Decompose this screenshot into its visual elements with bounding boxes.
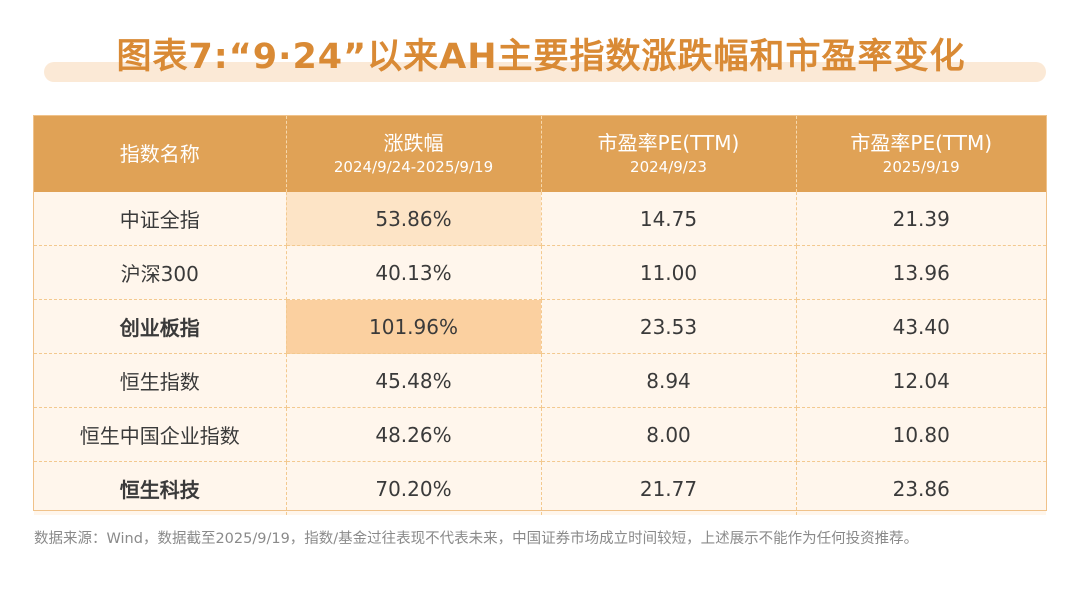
change-cell: 70.20% (286, 461, 542, 515)
change-cell: 48.26% (286, 407, 542, 462)
index-name-cell: 创业板指 (34, 299, 287, 354)
pe-start-cell: 21.77 (541, 461, 797, 515)
change-cell: 40.13% (286, 245, 542, 300)
pe-end-cell: 23.86 (796, 461, 1046, 515)
footnote-disclaimer: 数据来源：Wind，数据截至2025/9/19，指数/基金过往表现不代表未来，中… (34, 531, 919, 547)
index-name-cell: 沪深300 (34, 245, 287, 300)
pe-start-cell: 11.00 (541, 245, 797, 300)
page-title: 图表7:“9·24”以来AH主要指数涨跌幅和市盈率变化 (116, 37, 966, 77)
header-change: 涨跌幅 2024/9/24-2025/9/19 (286, 116, 542, 192)
index-name-cell: 中证全指 (34, 192, 287, 246)
title-banner: 图表7:“9·24”以来AH主要指数涨跌幅和市盈率变化 (36, 28, 1046, 86)
header-index-name: 指数名称 (34, 116, 287, 192)
pe-end-cell: 43.40 (796, 299, 1046, 354)
pe-start-cell: 23.53 (541, 299, 797, 354)
pe-end-cell: 10.80 (796, 407, 1046, 462)
table-row: 恒生中国企业指数 48.26% 8.00 10.80 (34, 407, 1046, 462)
pe-start-cell: 8.00 (541, 407, 797, 462)
table-row: 创业板指 101.96% 23.53 43.40 (34, 299, 1046, 354)
table-row: 恒生指数 45.48% 8.94 12.04 (34, 353, 1046, 408)
table-row: 恒生科技 70.20% 21.77 23.86 (34, 461, 1046, 515)
table-header-row: 指数名称 涨跌幅 2024/9/24-2025/9/19 市盈率PE(TTM) … (34, 116, 1046, 192)
change-cell: 53.86% (286, 192, 542, 246)
pe-end-cell: 13.96 (796, 245, 1046, 300)
change-cell: 45.48% (286, 353, 542, 408)
index-name-cell: 恒生中国企业指数 (34, 407, 287, 462)
change-cell: 101.96% (286, 299, 542, 354)
index-name-cell: 恒生科技 (34, 461, 287, 515)
title-underline-bar (44, 62, 1046, 82)
header-pe-start: 市盈率PE(TTM) 2024/9/23 (541, 116, 797, 192)
table-row: 沪深300 40.13% 11.00 13.96 (34, 245, 1046, 300)
header-pe-end: 市盈率PE(TTM) 2025/9/19 (796, 116, 1046, 192)
table-row: 中证全指 53.86% 14.75 21.39 (34, 192, 1046, 246)
index-performance-table: 指数名称 涨跌幅 2024/9/24-2025/9/19 市盈率PE(TTM) … (34, 116, 1046, 515)
pe-start-cell: 14.75 (541, 192, 797, 246)
pe-start-cell: 8.94 (541, 353, 797, 408)
pe-end-cell: 12.04 (796, 353, 1046, 408)
pe-end-cell: 21.39 (796, 192, 1046, 246)
index-name-cell: 恒生指数 (34, 353, 287, 408)
